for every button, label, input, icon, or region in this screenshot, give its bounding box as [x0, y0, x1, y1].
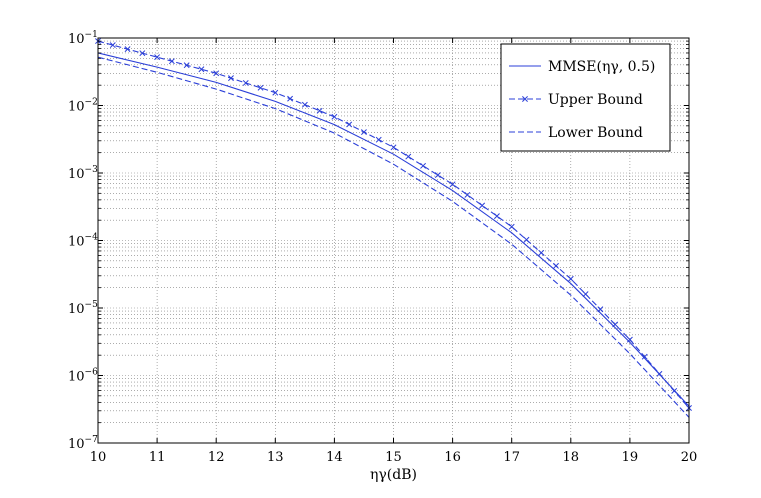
legend-box [500, 43, 671, 152]
x-tick-label: 10 [90, 450, 107, 465]
series-marker [198, 66, 205, 73]
y-tick-label: 10−2 [68, 98, 98, 115]
y-tick-label: 10−5 [68, 300, 98, 317]
series-marker [612, 321, 619, 328]
x-tick-label: 20 [681, 450, 698, 465]
series-marker [154, 54, 161, 61]
series-marker [464, 191, 471, 198]
series-marker [287, 95, 294, 102]
x-tick-label: 14 [326, 450, 343, 465]
y-tick-label: 10−3 [68, 165, 98, 182]
series-marker [301, 101, 308, 108]
series-marker [228, 75, 234, 82]
y-tick-label: 10−7 [68, 435, 98, 452]
series-marker [375, 136, 382, 143]
series-marker [257, 84, 264, 91]
series-marker [656, 370, 663, 377]
series-marker [390, 144, 397, 151]
x-tick-label: 17 [503, 450, 520, 465]
series-marker [553, 262, 559, 269]
series-marker [449, 181, 456, 188]
series-marker [242, 80, 249, 86]
series-marker [405, 153, 412, 160]
series-marker [597, 306, 604, 313]
legend: MMSE(ηγ, 0.5) Upper Bound Lower Bound [500, 43, 671, 152]
series-marker [508, 223, 515, 230]
x-tick-label: 13 [267, 450, 284, 465]
legend-label-2: Lower Bound [548, 125, 643, 141]
x-axis-label: ηγ(dB) [370, 467, 417, 483]
x-tick-label: 18 [563, 450, 580, 465]
series-marker [183, 62, 190, 69]
y-tick-label: 10−1 [68, 30, 98, 47]
series-marker [641, 353, 648, 360]
series-marker [360, 129, 367, 136]
y-tick-label: 10−6 [68, 368, 98, 385]
series-marker [479, 202, 486, 209]
series-marker [316, 107, 323, 114]
legend-marker [522, 96, 528, 102]
y-tick-label: 10−4 [68, 233, 98, 250]
series-marker [331, 113, 338, 120]
series-marker [139, 50, 146, 57]
series-marker [420, 162, 427, 169]
series-marker [626, 336, 633, 343]
x-tick-label: 19 [622, 450, 639, 465]
series-line-0 [97, 52, 690, 407]
series-marker [213, 70, 220, 77]
series-marker [671, 387, 678, 394]
series-group [95, 38, 692, 418]
series-line-2 [97, 56, 690, 418]
x-tick-label: 16 [444, 450, 461, 465]
legend-label-1: Upper Bound [548, 92, 643, 108]
x-tick-label: 11 [149, 450, 166, 465]
series-marker [124, 46, 131, 53]
series-marker [538, 249, 545, 256]
series-marker [582, 291, 589, 298]
x-tick-label: 12 [208, 450, 225, 465]
series-marker [523, 236, 530, 243]
series-marker [434, 172, 441, 179]
legend-label-0: MMSE(ηγ, 0.5) [548, 59, 655, 75]
series-marker [109, 42, 116, 49]
series-marker [272, 89, 279, 96]
axis-ticks: 10 11 12 13 14 15 16 17 18 19 20 10−7 10−6 10−5 10−4 10… [68, 30, 697, 465]
series-marker [346, 121, 353, 128]
x-tick-label: 15 [385, 450, 402, 465]
series-marker [493, 213, 500, 220]
series-marker [168, 58, 175, 65]
series-marker [567, 275, 574, 282]
